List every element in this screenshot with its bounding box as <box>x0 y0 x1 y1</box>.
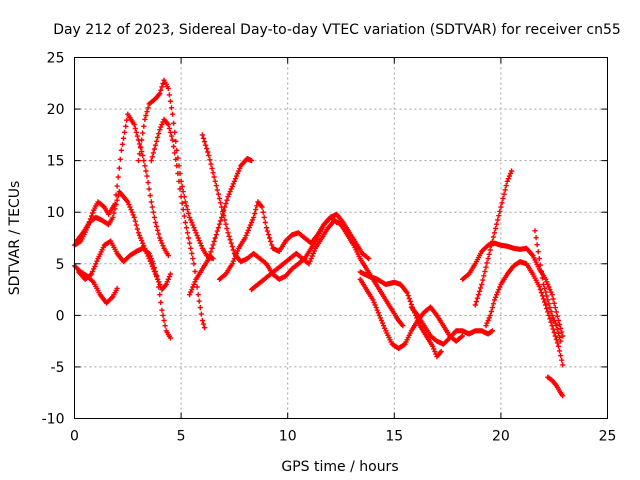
data-point-markers <box>216 199 372 282</box>
data-point-markers <box>545 374 566 399</box>
data-point-markers <box>408 304 495 347</box>
x-tick-label: 10 <box>279 429 297 445</box>
series-track-1 <box>71 111 171 259</box>
data-point-markers <box>199 132 340 282</box>
plot-frame <box>74 57 608 419</box>
series-track-13 <box>408 304 495 347</box>
data-point-markers <box>187 156 255 298</box>
chart-title: Day 212 of 2023, Sidereal Day-to-day VTE… <box>53 22 621 38</box>
x-tick-label: 20 <box>492 429 510 445</box>
y-tick-label: -5 <box>51 360 65 376</box>
data-point-markers <box>71 111 171 259</box>
data-point-markers <box>76 238 173 341</box>
y-tick-label: 15 <box>47 154 65 170</box>
series-track-4 <box>76 238 173 341</box>
series-track-10 <box>248 217 406 329</box>
x-tick-label: 25 <box>599 429 617 445</box>
series-track-5 <box>135 77 216 262</box>
y-tick-label: 20 <box>47 102 65 118</box>
series-track-14 <box>459 240 566 339</box>
series-track-8 <box>187 156 255 298</box>
x-tick-label: 0 <box>70 429 79 445</box>
data-point-markers <box>148 116 208 331</box>
series-track-17 <box>532 228 564 344</box>
y-tick-label: 10 <box>47 205 65 221</box>
series-track-15 <box>472 168 515 308</box>
series-track-6 <box>148 116 208 331</box>
series-track-7 <box>199 132 340 282</box>
y-axis-label: SDTVAR / TECUs <box>7 181 23 296</box>
x-axis-label: GPS time / hours <box>281 459 398 475</box>
data-point-markers <box>483 259 566 368</box>
y-tick-label: -10 <box>42 412 65 428</box>
series-track-9 <box>216 199 372 282</box>
x-tick-label: 15 <box>385 429 403 445</box>
y-tick-label: 5 <box>56 257 65 273</box>
y-tick-label: 0 <box>56 308 65 324</box>
data-point-markers <box>248 217 406 329</box>
data-point-markers <box>532 228 564 344</box>
series-track-18 <box>545 374 566 399</box>
data-point-markers <box>472 168 515 308</box>
y-tick-label: 25 <box>47 51 65 67</box>
ticks: 0 5 10 15 20 25 -10 -5 0 5 10 15 20 25 <box>42 51 617 445</box>
grid <box>74 57 608 419</box>
data-point-markers <box>135 77 216 262</box>
x-tick-label: 5 <box>177 429 186 445</box>
series-track-16 <box>483 259 566 368</box>
data-point-markers <box>459 240 566 339</box>
data-layer <box>71 77 566 399</box>
